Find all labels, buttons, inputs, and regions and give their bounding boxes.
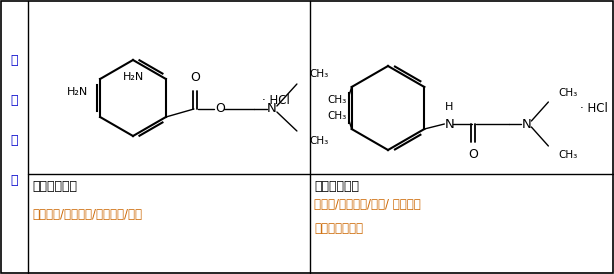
Text: 构: 构 xyxy=(10,93,18,107)
Text: O: O xyxy=(190,71,200,84)
Text: N: N xyxy=(521,118,531,130)
Text: 结: 结 xyxy=(10,53,18,67)
Text: CH₃: CH₃ xyxy=(327,111,347,121)
Text: H₂N: H₂N xyxy=(67,87,88,97)
Text: O: O xyxy=(468,148,478,161)
Text: H: H xyxy=(445,102,454,112)
Text: 酰胺类/二乙氨基/叔胺/ 二甲基苯: 酰胺类/二乙氨基/叔胺/ 二甲基苯 xyxy=(314,198,421,212)
Text: 芳酸酯类/芳伯氨基/二乙氨基/叔胺: 芳酸酯类/芳伯氨基/二乙氨基/叔胺 xyxy=(32,209,142,221)
Text: 盐酸普鲁卡因: 盐酸普鲁卡因 xyxy=(32,181,77,193)
Text: 盐酸利多卡因: 盐酸利多卡因 xyxy=(314,181,359,193)
Text: O: O xyxy=(215,102,225,116)
Text: CH₃: CH₃ xyxy=(327,95,347,105)
Text: · HCl: · HCl xyxy=(580,101,608,115)
Text: H₂N: H₂N xyxy=(122,72,144,82)
Text: CH₃: CH₃ xyxy=(309,69,328,79)
Text: CH₃: CH₃ xyxy=(558,150,578,160)
Text: 基（处于间位）: 基（处于间位） xyxy=(314,221,363,235)
Text: N: N xyxy=(267,102,277,116)
Text: · HCl: · HCl xyxy=(262,93,290,107)
Text: N: N xyxy=(445,118,454,130)
Text: CH₃: CH₃ xyxy=(309,136,328,146)
Text: 点: 点 xyxy=(10,173,18,187)
Text: 特: 特 xyxy=(10,133,18,147)
Text: CH₃: CH₃ xyxy=(558,88,578,98)
